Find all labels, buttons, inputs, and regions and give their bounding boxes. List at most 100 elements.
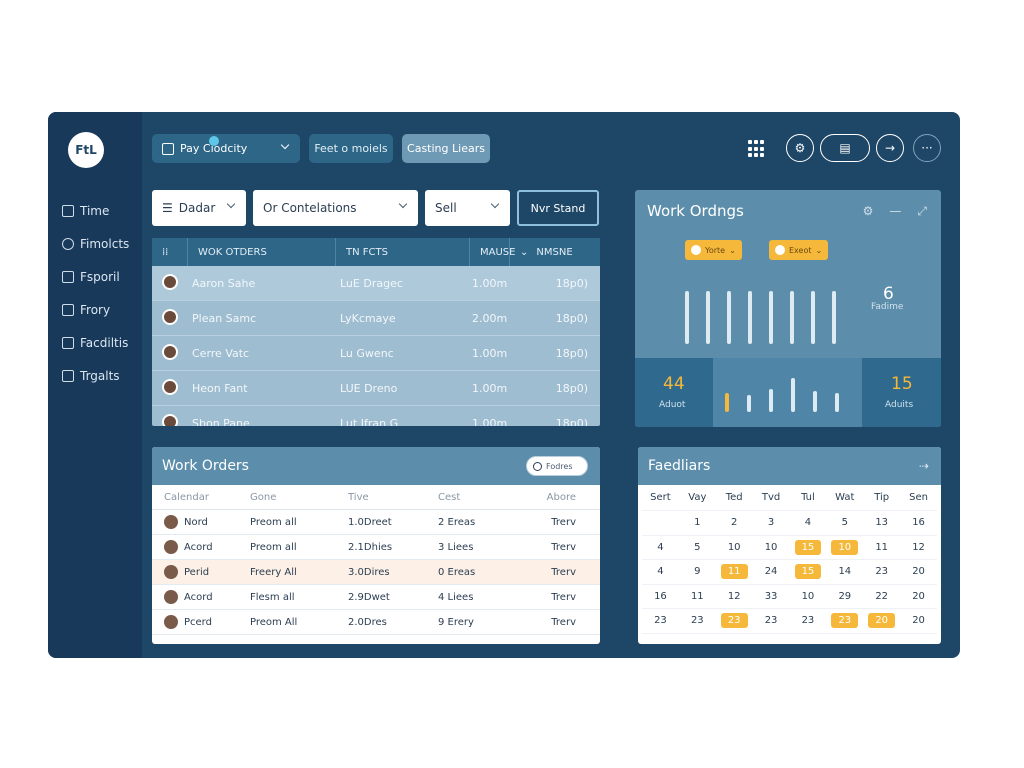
calendar-day[interactable]: 15 bbox=[789, 536, 827, 560]
calendar-day[interactable]: 1 bbox=[678, 511, 716, 536]
col-header[interactable]: Cest bbox=[438, 491, 461, 503]
calendar-day[interactable]: 11 bbox=[678, 585, 716, 609]
calendar-day[interactable]: 23 bbox=[642, 609, 679, 634]
calendar-day[interactable]: 13 bbox=[863, 511, 901, 536]
calendar-day[interactable]: 2 bbox=[715, 511, 753, 536]
calendar-day[interactable]: 10 bbox=[715, 536, 753, 560]
filter-dadar[interactable]: ☰ Dadar bbox=[152, 190, 246, 226]
more-icon[interactable]: ··· bbox=[913, 134, 941, 162]
arrow-right-icon[interactable]: ⇢ bbox=[918, 459, 929, 473]
calendar-day[interactable]: 11 bbox=[863, 536, 901, 560]
filter-contelations[interactable]: Or Contelations bbox=[253, 190, 418, 226]
sidebar-item[interactable]: Frory bbox=[62, 293, 129, 326]
calendar-day[interactable]: 20 bbox=[900, 609, 937, 634]
col-header[interactable]: TN FCTS bbox=[336, 238, 470, 266]
sidebar-item[interactable]: Facdiltis bbox=[62, 326, 129, 359]
table-row[interactable]: Cerre Vatc Lu Gwenc 1.00m 18p0) bbox=[152, 336, 600, 371]
settings-icon[interactable]: ⚙ bbox=[862, 204, 874, 218]
expand-icon[interactable]: ⤢ bbox=[917, 204, 927, 218]
calendar-day[interactable]: 23 bbox=[826, 609, 864, 634]
calendar-day[interactable]: 22 bbox=[863, 585, 901, 609]
day-number: 23 bbox=[654, 615, 667, 627]
calendar-day[interactable]: 24 bbox=[752, 560, 790, 585]
calendar-day[interactable]: 12 bbox=[715, 585, 753, 609]
calendar-day[interactable]: 12 bbox=[900, 536, 937, 560]
calendar-day[interactable]: 3 bbox=[752, 511, 790, 536]
cell-name: Plean Samc bbox=[192, 311, 257, 325]
calendar-day[interactable]: 20 bbox=[900, 560, 937, 585]
table-row[interactable]: Acord Preom all 2.1Dhies 3 Liees Trerv bbox=[152, 535, 600, 560]
calendar-day[interactable]: 4 bbox=[642, 536, 679, 560]
feet-button[interactable]: Feet o moiels bbox=[309, 134, 393, 163]
calendar-day[interactable]: 20 bbox=[863, 609, 901, 634]
day-number: 1 bbox=[694, 517, 701, 529]
filter-pill[interactable]: Yorte ⌄ bbox=[685, 240, 742, 260]
filter-pill[interactable]: Exeot ⌄ bbox=[769, 240, 829, 260]
pay-dropdown[interactable]: Pay Ciodcity bbox=[152, 134, 300, 163]
day-number: 5 bbox=[694, 541, 701, 553]
col-header[interactable]: Calendar bbox=[164, 491, 209, 503]
sidebar-item[interactable]: Fsporil bbox=[62, 260, 129, 293]
filter-sell[interactable]: Sell bbox=[425, 190, 510, 226]
cell-val: 18p0) bbox=[555, 346, 588, 360]
calendar-day[interactable]: 23 bbox=[678, 609, 716, 634]
day-number: 20 bbox=[912, 566, 925, 578]
sidebar-item[interactable]: Time bbox=[62, 194, 129, 227]
calendar-day[interactable]: 23 bbox=[863, 560, 901, 585]
calendar-day[interactable]: 23 bbox=[715, 609, 753, 634]
casting-button[interactable]: Casting Liears bbox=[402, 134, 490, 163]
table-row[interactable]: Sbon Pane Lut Ifran G 1.00m 18p0) bbox=[152, 406, 600, 426]
apps-grid-icon[interactable] bbox=[748, 140, 766, 158]
calendar-day[interactable]: 20 bbox=[900, 585, 937, 609]
sidebar-item[interactable]: Trgalts bbox=[62, 359, 129, 392]
col-header[interactable]: WOK OTDERS bbox=[188, 238, 336, 266]
table-row[interactable]: Pcerd Preom All 2.0Dres 9 Erery Trerv bbox=[152, 610, 600, 635]
calendar-day[interactable]: 14 bbox=[826, 560, 864, 585]
day-number: 12 bbox=[727, 590, 741, 602]
col-header[interactable]: Tive bbox=[348, 491, 369, 503]
table-row[interactable]: Plean Samc LyKcmaye 2.00m 18p0) bbox=[152, 301, 600, 336]
calendar-day[interactable]: 4 bbox=[642, 560, 679, 585]
col-header[interactable]: ⌄ NMSNE bbox=[520, 246, 573, 258]
calendar-day[interactable]: 10 bbox=[789, 585, 827, 609]
grid-handle-icon[interactable]: ⁞⁞ bbox=[152, 238, 188, 266]
calendar-day[interactable]: 15 bbox=[789, 560, 827, 585]
cell-text: 3.0Dires bbox=[348, 566, 390, 578]
cell-text: Freery All bbox=[250, 566, 297, 578]
table-row[interactable]: Perid Freery All 3.0Dires 0 Ereas Trerv bbox=[152, 560, 600, 585]
calendar-day[interactable]: 4 bbox=[789, 511, 827, 536]
calendar-day[interactable]: 11 bbox=[715, 560, 753, 585]
calendar-day[interactable]: 16 bbox=[642, 585, 679, 609]
app-logo[interactable]: FtL bbox=[68, 132, 104, 168]
table-row[interactable]: Nord Preom all 1.0Dreet 2 Ereas Trerv bbox=[152, 510, 600, 535]
cell-type: Preom all bbox=[238, 542, 336, 553]
document-icon[interactable]: ▤ bbox=[820, 134, 870, 162]
table-row[interactable]: Acord Flesm all 2.9Dwet 4 Liees Trerv bbox=[152, 585, 600, 610]
sidebar-item[interactable]: Fimolcts bbox=[62, 227, 129, 260]
calendar-day[interactable]: 23 bbox=[789, 609, 827, 634]
sidebar-nav: Time Fimolcts Fsporil Frory Facdiltis Trgalts bbox=[62, 194, 129, 392]
arrow-right-icon[interactable]: → bbox=[876, 134, 904, 162]
col-header[interactable]: Gone bbox=[250, 491, 277, 503]
calendar-day[interactable]: 9 bbox=[678, 560, 716, 585]
calendar-day[interactable]: 23 bbox=[752, 609, 790, 634]
stand-button[interactable]: Nvr Stand bbox=[517, 190, 599, 226]
calendar-day[interactable]: 33 bbox=[752, 585, 790, 609]
settings-icon[interactable]: ⚙ bbox=[786, 134, 814, 162]
table-row[interactable]: Aaron Sahe LuE Dragec 1.00m 18p0) bbox=[152, 266, 600, 301]
table-row[interactable]: Heon Fant LUE Dreno 1.00m 18p0) bbox=[152, 371, 600, 406]
mini-chart-bar bbox=[725, 393, 729, 412]
search-input[interactable]: Fodres bbox=[526, 456, 588, 476]
calendar-day[interactable]: 5 bbox=[678, 536, 716, 560]
minimize-icon[interactable]: — bbox=[889, 204, 902, 218]
calendar-day[interactable]: 16 bbox=[900, 511, 937, 536]
calendar-day[interactable]: 10 bbox=[826, 536, 864, 560]
calendar-day[interactable]: 10 bbox=[752, 536, 790, 560]
col-header[interactable]: Abore bbox=[546, 491, 576, 503]
cell-name: Cerre Vatc bbox=[192, 346, 250, 360]
avatar bbox=[162, 308, 178, 325]
calendar-day[interactable] bbox=[642, 511, 679, 536]
calendar-day[interactable]: 5 bbox=[826, 511, 864, 536]
calendar-day[interactable]: 29 bbox=[826, 585, 864, 609]
col-header[interactable]: MAUSE bbox=[470, 238, 515, 266]
